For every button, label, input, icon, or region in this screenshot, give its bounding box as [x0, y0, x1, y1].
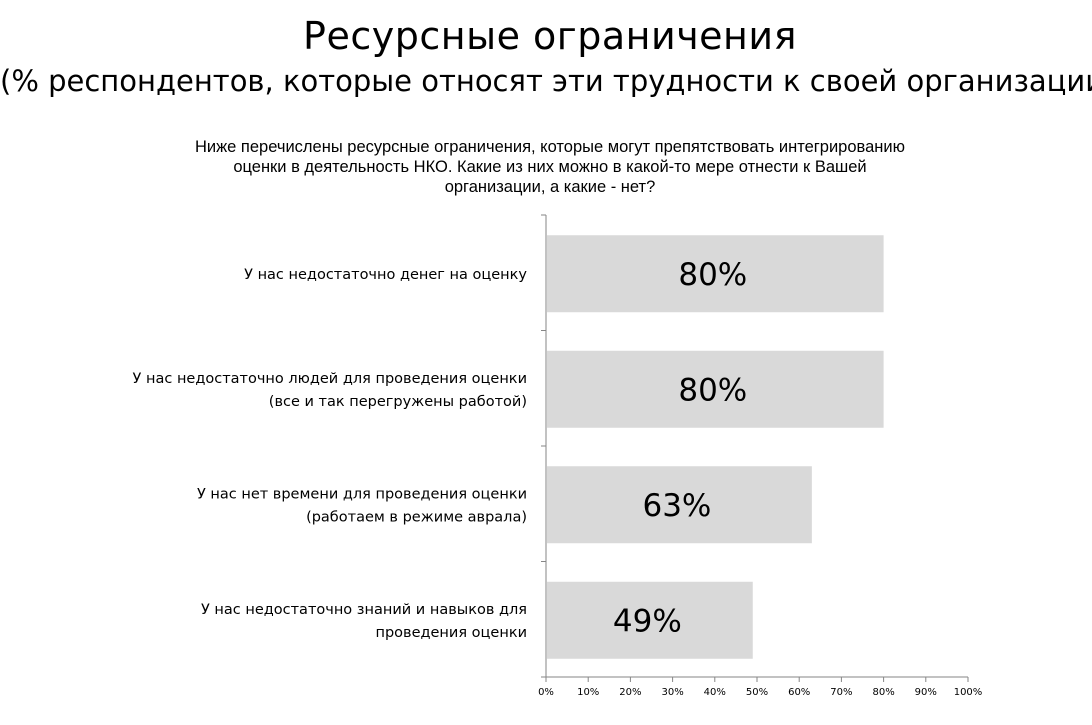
x-tick-label: 40% [704, 687, 726, 698]
category-label-line: У нас нет времени для проведения оценки [197, 486, 527, 502]
category-label-line: У нас недостаточно денег на оценку [244, 267, 527, 283]
survey-question: Ниже перечислены ресурсные ограничения, … [195, 138, 905, 196]
bar-3 [547, 466, 812, 544]
category-label-4: У нас недостаточно знаний и навыков для п… [201, 602, 527, 641]
category-label-2: У нас недостаточно людей для проведения … [133, 371, 527, 410]
category-label-1: У нас недостаточно денег на оценку [244, 267, 527, 283]
x-tick-label: 50% [746, 687, 768, 698]
data-label-4: 49% [613, 603, 682, 639]
x-tick-label: 60% [788, 687, 810, 698]
x-tick-label: 20% [619, 687, 641, 698]
x-tick-label: 80% [872, 687, 894, 698]
page-subtitle: (% респондентов, которые относят эти тру… [0, 64, 1092, 98]
bar-1 [547, 235, 884, 313]
category-label-line: У нас недостаточно людей для проведения … [133, 371, 527, 387]
category-label-line: (все и так перегружены работой) [269, 394, 527, 410]
category-label-line: (работаем в режиме аврала) [306, 509, 527, 525]
x-tick-label: 70% [830, 687, 852, 698]
labels-group: 80% У нас недостаточно денег на оценку 80%… [133, 257, 748, 641]
x-tick-label: 30% [661, 687, 683, 698]
bars-group [547, 235, 884, 659]
x-tick-label: 100% [954, 687, 983, 698]
data-label-1: 80% [678, 257, 747, 293]
x-tick-label: 10% [577, 687, 599, 698]
data-label-2: 80% [678, 372, 747, 408]
x-tick-label: 90% [915, 687, 937, 698]
bar-4 [547, 581, 753, 659]
page-title: Ресурсные ограничения [303, 14, 797, 58]
category-label-3: У нас нет времени для проведения оценки (… [197, 486, 527, 525]
category-label-line: У нас недостаточно знаний и навыков для [201, 602, 527, 618]
bar-2 [547, 350, 884, 428]
data-label-3: 63% [642, 488, 711, 524]
axis-group: 0% 10% 20% 30% 40% 50% 60% 70% 80% 90% 100% [538, 214, 983, 698]
category-label-line: проведения оценки [375, 625, 527, 641]
x-tick-label: 0% [538, 687, 554, 698]
